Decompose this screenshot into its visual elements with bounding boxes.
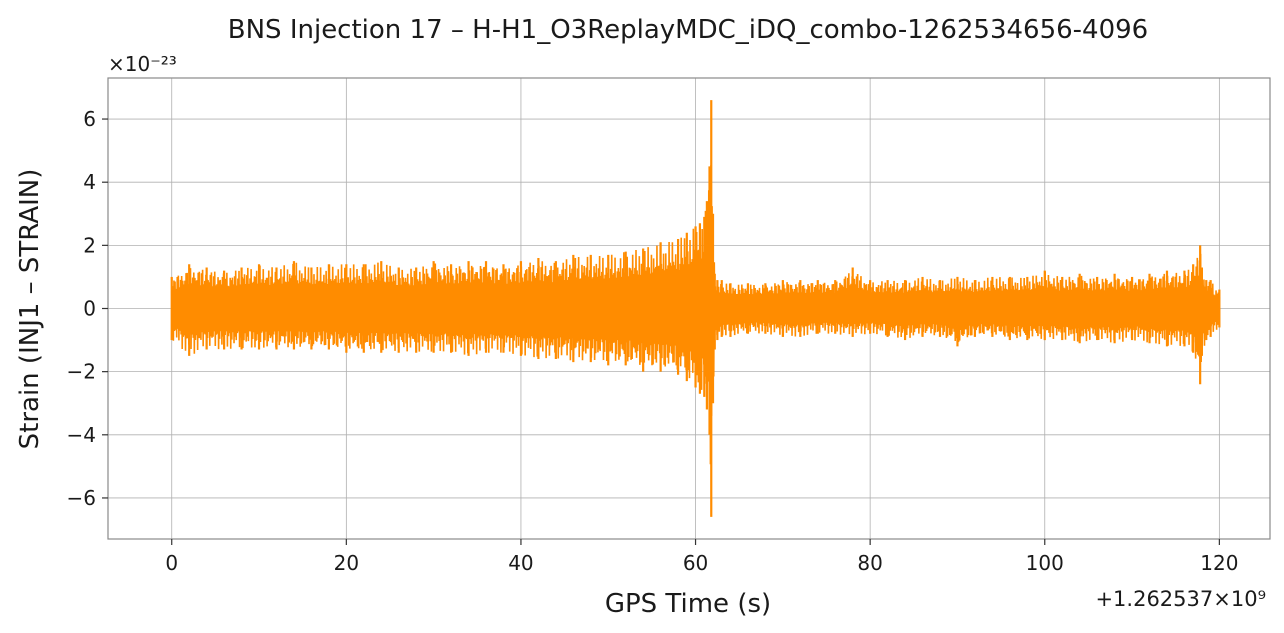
y-axis-ticks: −6 −4 −2 0 2 4 6 (67, 107, 108, 510)
x-tick-label: 40 (508, 551, 533, 575)
y-tick-label: 4 (83, 170, 96, 194)
x-axis-label: GPS Time (s) (605, 589, 771, 619)
y-axis-label: Strain (INJ1 – STRAIN) (15, 169, 45, 450)
x-axis-offset: +1.262537×10⁹ (1095, 587, 1266, 611)
y-tick-label: −6 (67, 486, 96, 510)
strain-series (170, 100, 1221, 517)
x-tick-label: 20 (334, 551, 359, 575)
y-tick-label: 0 (83, 297, 96, 321)
x-axis-ticks: 0 20 40 60 80 100 120 (165, 539, 1238, 575)
x-tick-label: 120 (1200, 551, 1238, 575)
x-tick-label: 80 (857, 551, 882, 575)
y-tick-label: −2 (67, 360, 96, 384)
x-tick-label: 60 (683, 551, 708, 575)
x-tick-label: 0 (165, 551, 178, 575)
chart-title: BNS Injection 17 – H-H1_O3ReplayMDC_iDQ_… (228, 15, 1148, 45)
y-tick-label: 2 (83, 233, 96, 257)
y-tick-label: −4 (67, 423, 96, 447)
y-axis-multiplier: ×10⁻²³ (108, 52, 177, 76)
x-tick-label: 100 (1026, 551, 1064, 575)
y-tick-label: 6 (83, 107, 96, 131)
